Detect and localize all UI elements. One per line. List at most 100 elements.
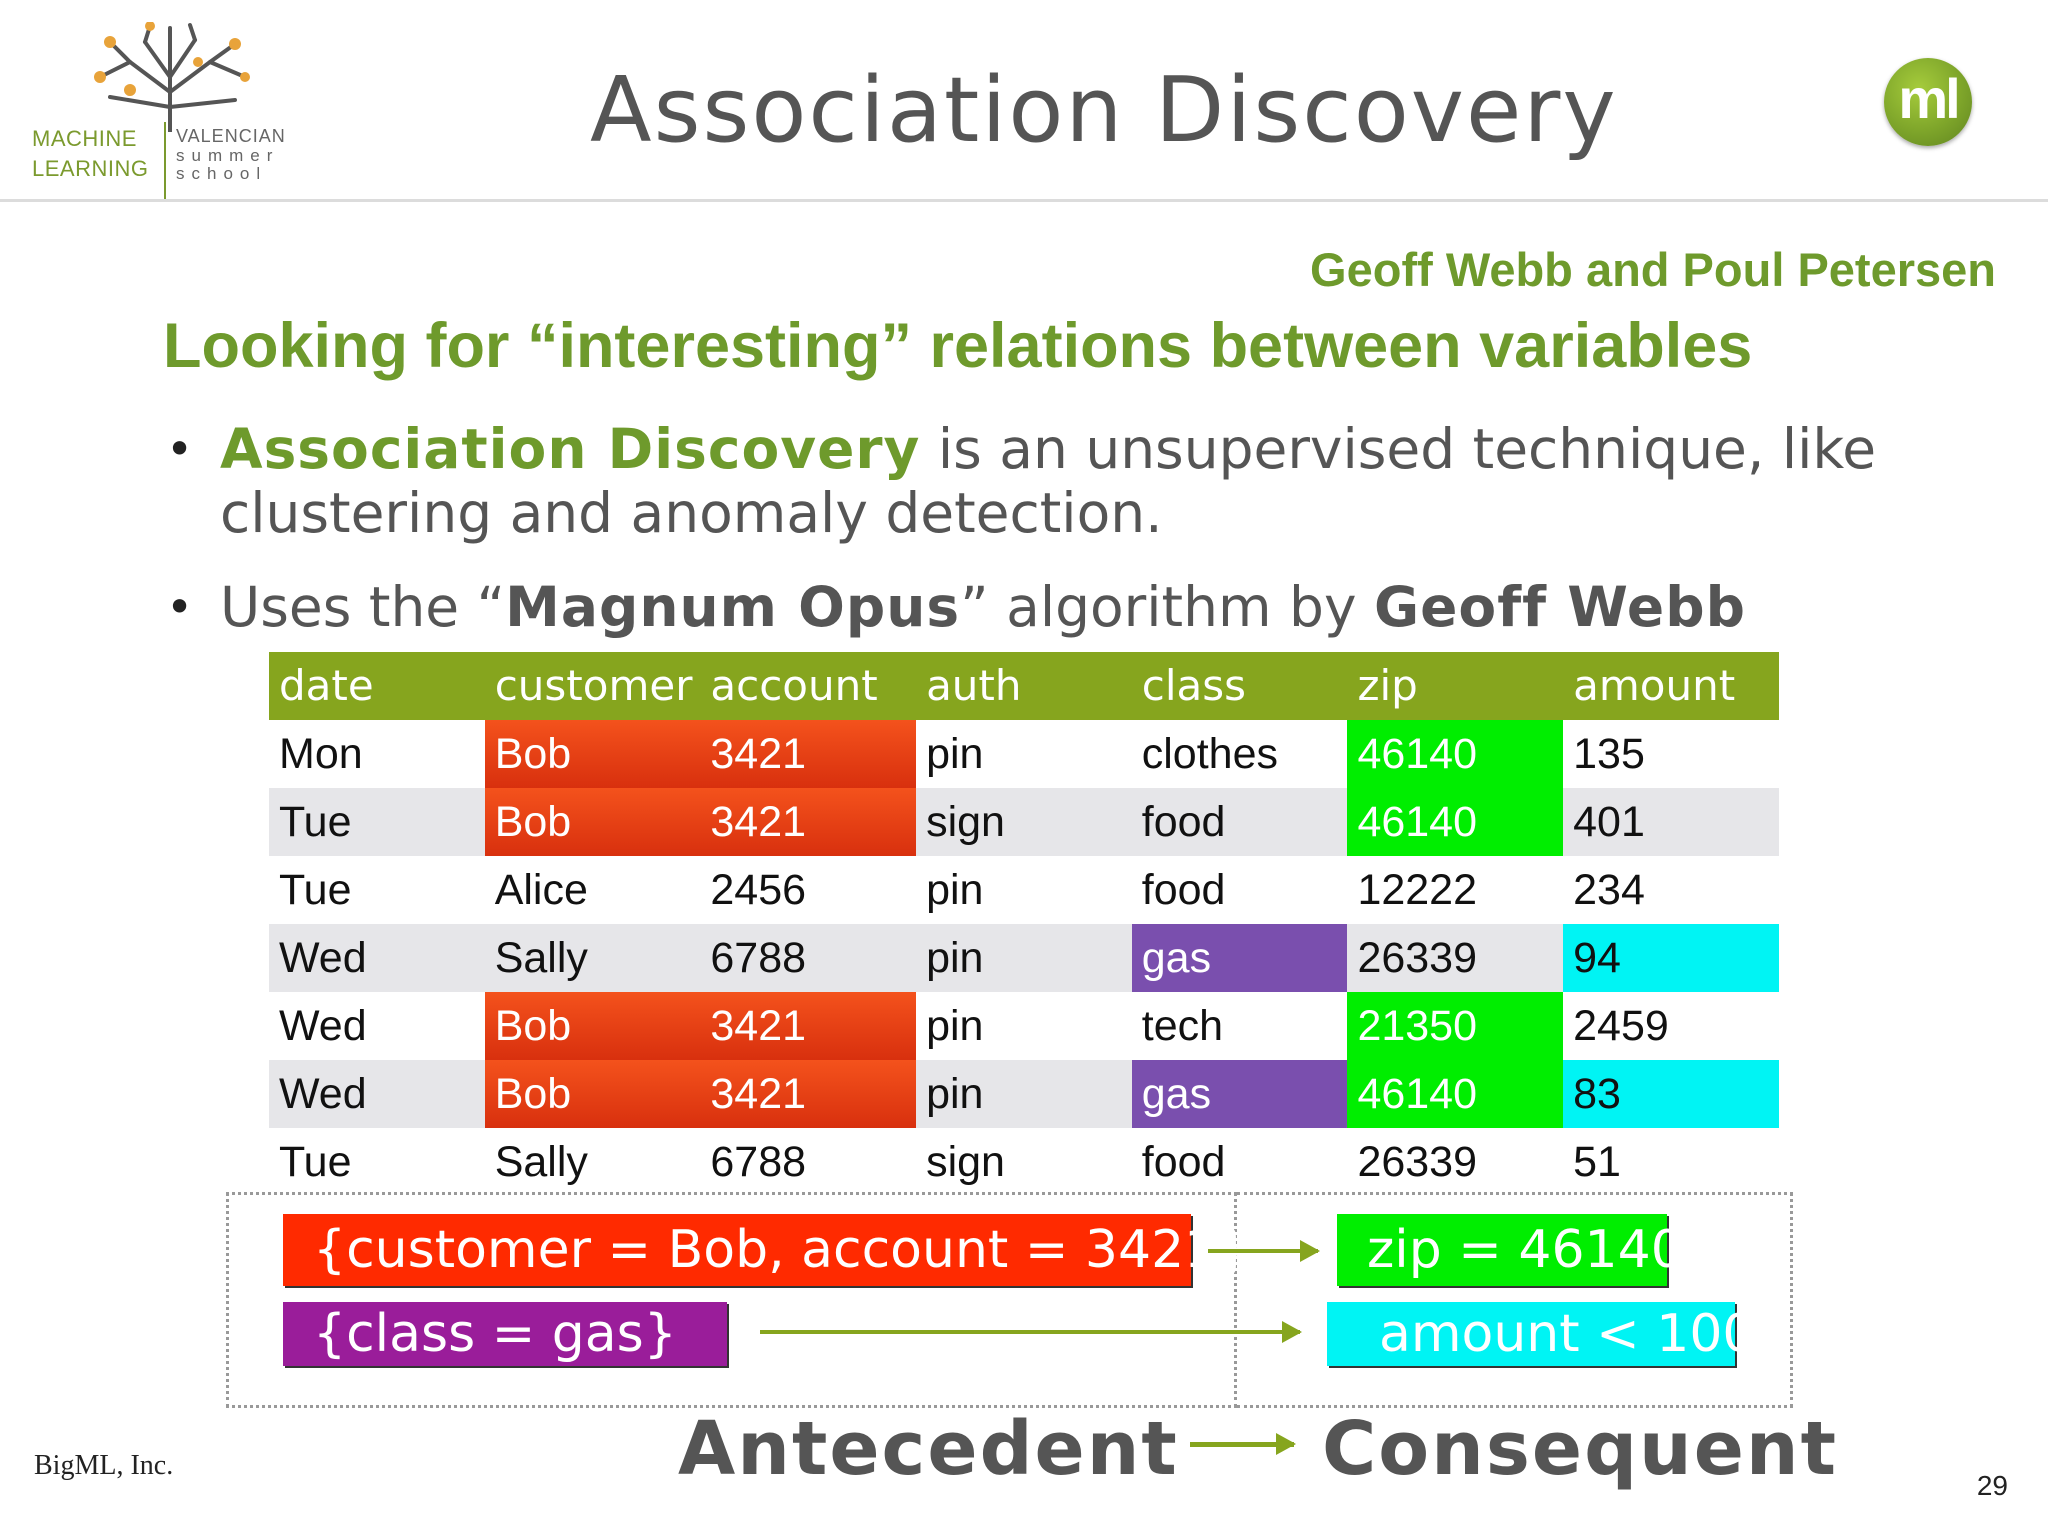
table-cell: 12222 [1347,856,1564,924]
table-cell: sign [916,788,1132,856]
header-divider [0,199,2048,202]
logo-text-school: school [176,164,268,183]
table-cell: 6788 [700,924,917,992]
table-cell: 6788 [700,1128,917,1196]
table-cell: pin [916,1060,1132,1128]
table-cell: sign [916,1128,1132,1196]
bullet-1-line-2: clustering and anomaly detection. [220,481,1163,545]
bullet-2-pre: Uses the “ [220,575,506,639]
table-cell: Sally [484,1128,701,1196]
rule-1-antecedent: {customer = Bob, account = 3421} [283,1214,1250,1286]
table-cell: 2456 [700,856,917,924]
bullet-1-bold: Association Discovery [220,417,921,481]
bullet-2-bold-2: Geoff Webb [1373,575,1746,639]
table-cell: gas [1131,1060,1348,1128]
table-cell: 26339 [1347,924,1564,992]
rule-1-arrow-icon [1208,1240,1320,1262]
table-cell: 234 [1563,856,1779,924]
table-cell: pin [916,924,1132,992]
ml-logo-icon: ml [1884,58,1972,146]
table-cell: Tue [269,788,485,856]
table-header-cell: auth [916,652,1132,720]
table-cell: 3421 [700,788,917,856]
logo-text-machine: MACHINE [32,126,137,151]
tree-icon [94,22,250,132]
footer-company: BigML, Inc. [34,1450,174,1481]
table-cell: 135 [1563,720,1779,788]
table-cell: 83 [1563,1060,1779,1128]
table-cell: Tue [269,1128,485,1196]
table-header-cell: amount [1563,652,1779,720]
table-header-row: date customer account auth class zip amo… [269,652,1779,720]
table-cell: Bob [484,1060,701,1128]
legend-arrow-icon [1190,1433,1296,1455]
logo-text-summer: summer [176,146,280,165]
table-cell: Alice [484,856,701,924]
table-header-cell: account [700,652,917,720]
antecedent-box [226,1192,1237,1408]
table-row: Wed Bob 3421 pin gas 46140 83 [269,1060,1779,1128]
table-cell: Bob [484,992,701,1060]
table-cell: 26339 [1347,1128,1564,1196]
logo-divider [164,122,166,200]
table-cell: Bob [484,720,701,788]
bullet-1-rest: is an unsupervised technique, like [920,417,1877,481]
table-header-cell: date [269,652,485,720]
page-number: 29 [1976,1470,2008,1501]
table-cell: food [1131,788,1348,856]
table-cell: 401 [1563,788,1779,856]
table-cell: Wed [269,992,485,1060]
table-cell: 3421 [700,1060,917,1128]
bullet-2-bold-1: Magnum Opus [505,575,961,639]
table-header-cell: customer [484,652,701,720]
table-cell: 46140 [1347,720,1564,788]
vmlss-logo: MACHINE LEARNING VALENCIAN summer school [30,22,290,200]
logo-text-learning: LEARNING [32,156,149,181]
authors-credit: Geoff Webb and Poul Petersen [1310,243,1996,296]
rule-2-consequent: amount < 100 [1327,1302,1756,1366]
table-cell: 2459 [1563,992,1779,1060]
table-cell: Mon [269,720,485,788]
slide-subtitle: Looking for “interesting” relations betw… [163,311,1753,381]
table-cell: 46140 [1347,1060,1564,1128]
table-cell: Wed [269,924,485,992]
table-cell: clothes [1131,720,1348,788]
table-row: Wed Sally 6788 pin gas 26339 94 [269,924,1779,992]
table-row: Tue Bob 3421 sign food 46140 401 [269,788,1779,856]
table-header-cell: class [1131,652,1348,720]
table-cell: 21350 [1347,992,1564,1060]
table-cell: gas [1131,924,1348,992]
transactions-table: date customer account auth class zip amo… [269,652,1779,1196]
table-row: Tue Alice 2456 pin food 12222 234 [269,856,1779,924]
bullet-dot-icon: • [166,580,194,634]
table-cell: Wed [269,1060,485,1128]
table-cell: 51 [1563,1128,1779,1196]
table-cell: food [1131,1128,1348,1196]
table-row: Mon Bob 3421 pin clothes 46140 135 [269,720,1779,788]
table-cell: Tue [269,856,485,924]
rule-2-arrow-icon [760,1321,1302,1343]
table-cell: pin [916,992,1132,1060]
table-cell: 3421 [700,992,917,1060]
table-header-cell: zip [1347,652,1564,720]
rule-1-consequent: zip = 46140 [1337,1214,1684,1286]
table-cell: Sally [484,924,701,992]
table-cell: Bob [484,788,701,856]
table-cell: 94 [1563,924,1779,992]
table-cell: pin [916,720,1132,788]
bullet-2-mid: ” algorithm by [960,575,1374,639]
table-row: Wed Bob 3421 pin tech 21350 2459 [269,992,1779,1060]
antecedent-label: Antecedent [678,1406,1179,1492]
bullet-2-line: Uses the “Magnum Opus” algorithm by Geof… [220,574,1746,640]
rule-2-antecedent: {class = gas} [283,1302,727,1366]
table-cell: pin [916,856,1132,924]
table-row: Tue Sally 6788 sign food 26339 51 [269,1128,1779,1196]
slide-title: Association Discovery [590,58,1618,163]
bullet-dot-icon: • [166,422,194,476]
logo-text-valencian: VALENCIAN [176,126,286,146]
bullet-1-line-1: Association Discovery is an unsupervised… [220,416,1876,482]
consequent-label: Consequent [1322,1406,1838,1492]
table-cell: 46140 [1347,788,1564,856]
table-cell: food [1131,856,1348,924]
table-cell: 3421 [700,720,917,788]
